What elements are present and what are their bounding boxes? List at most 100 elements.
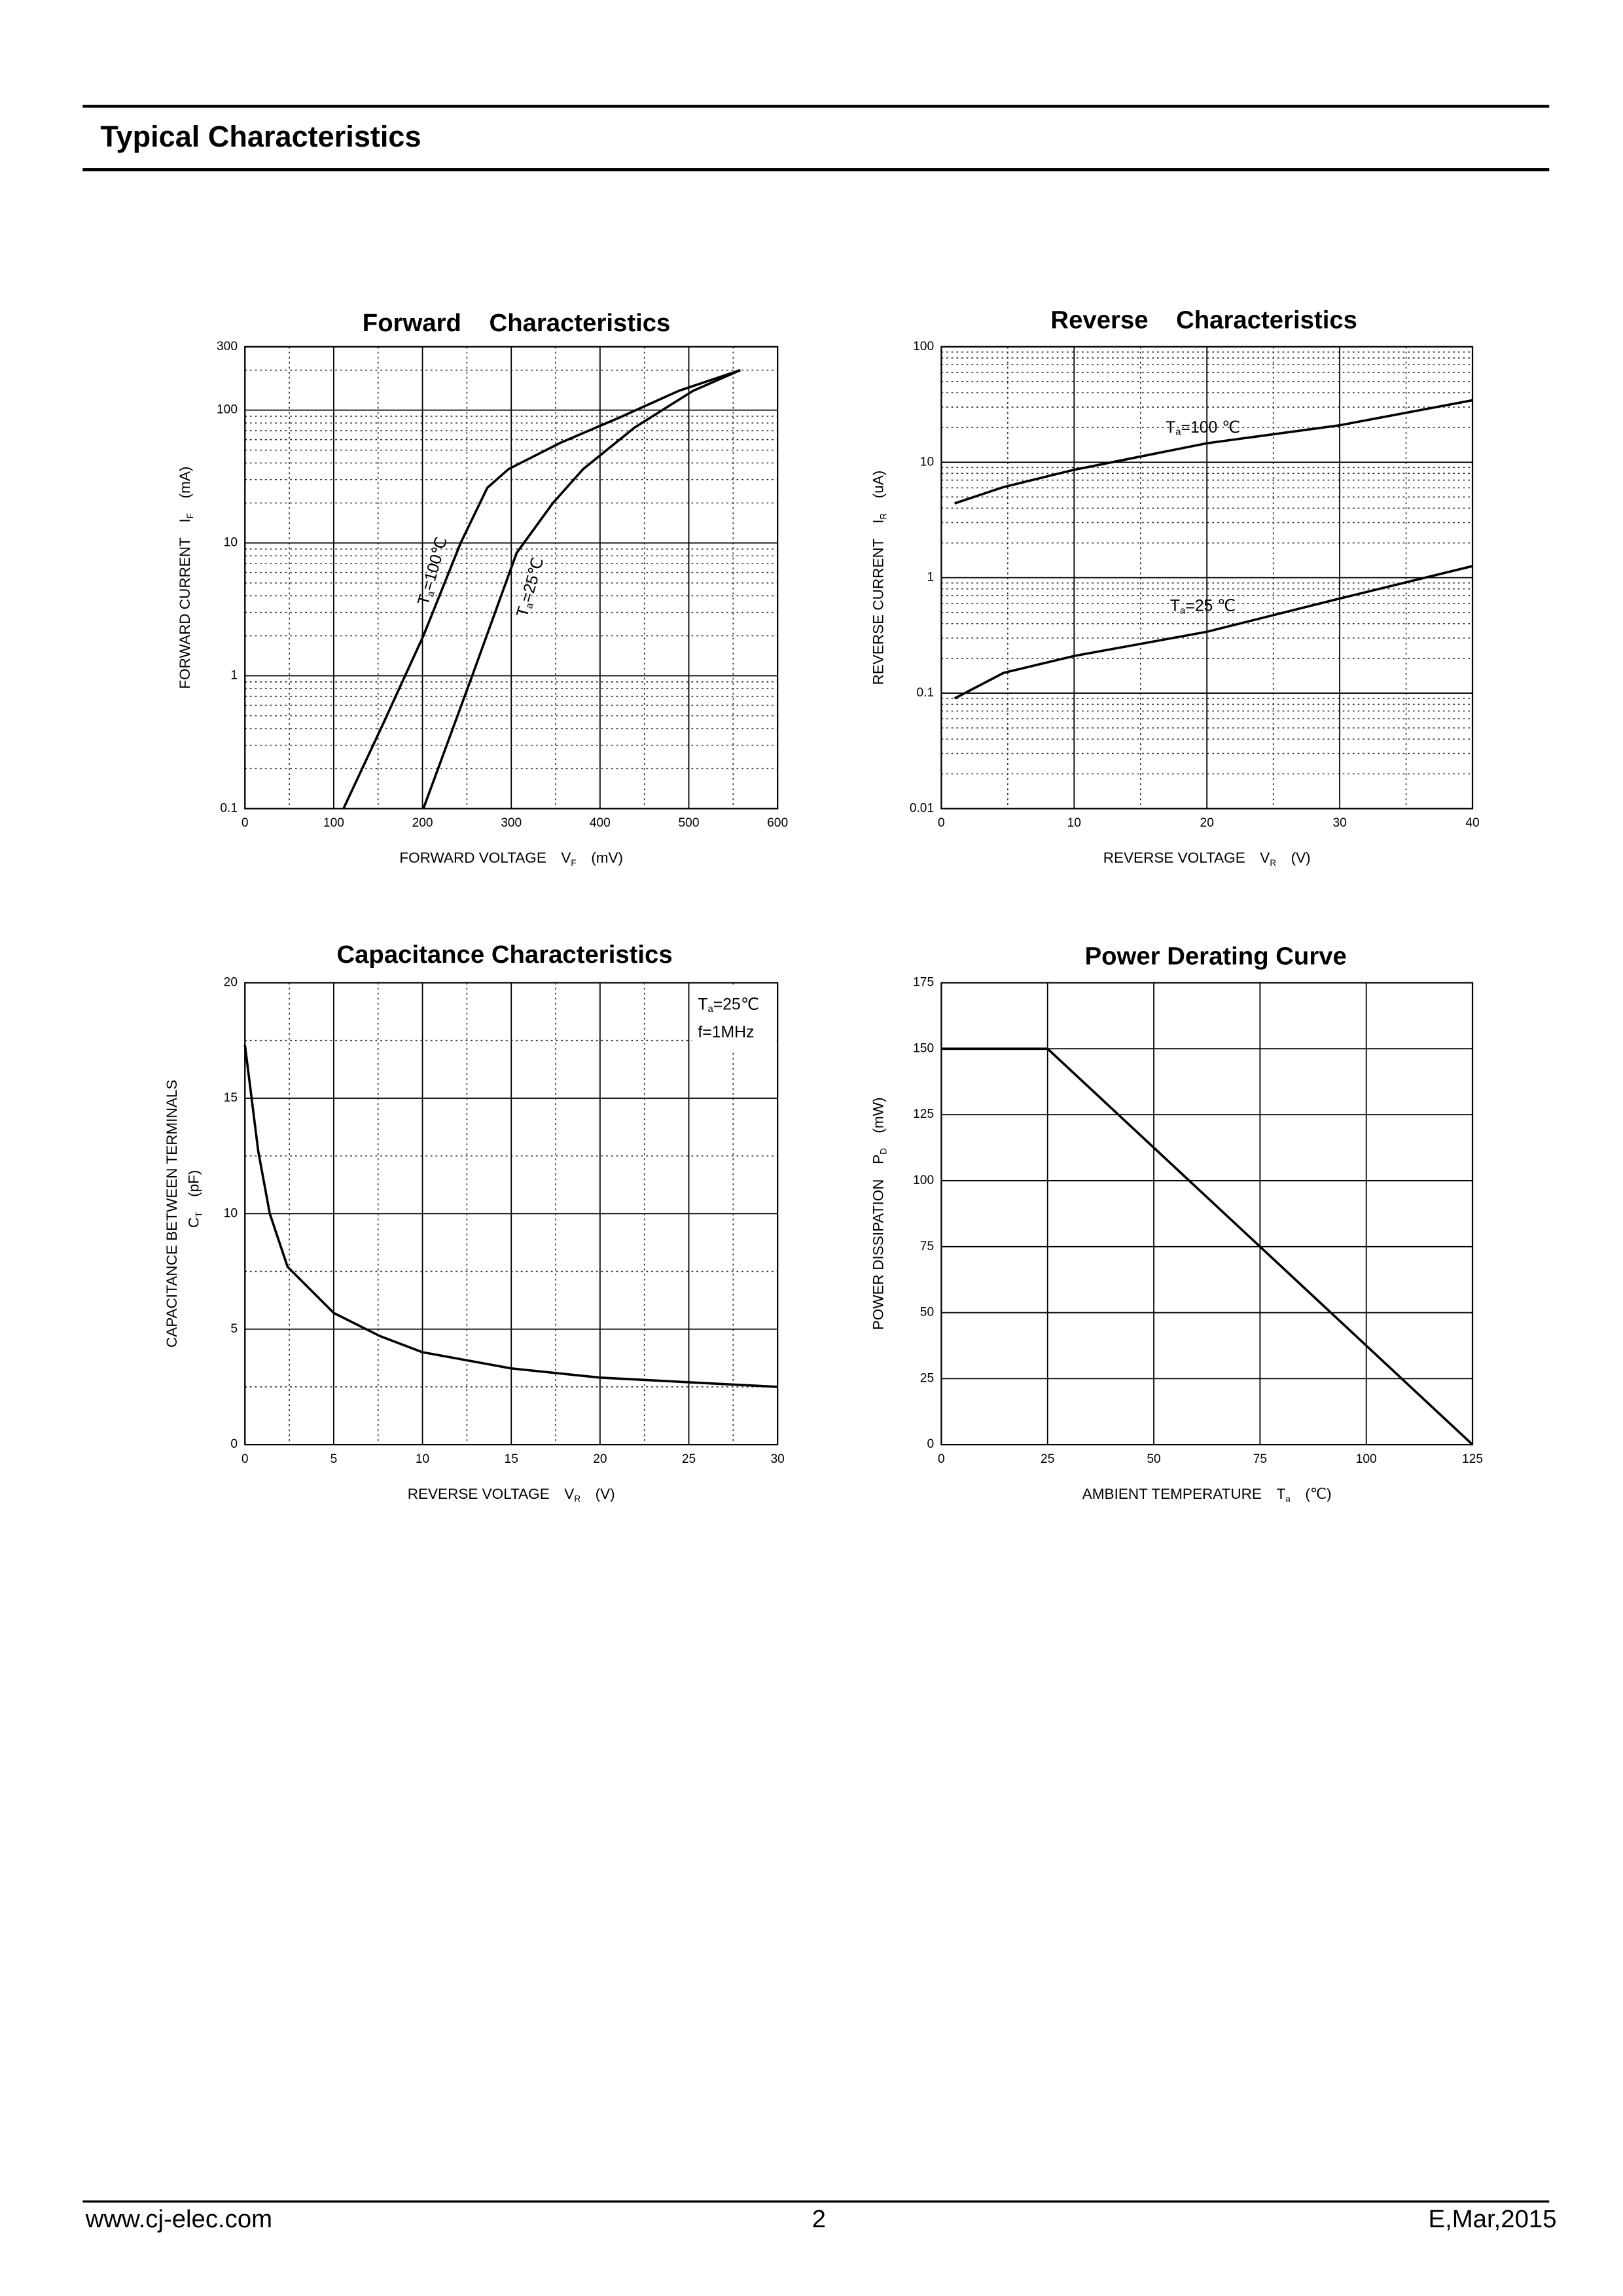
y-tick-label: 0 bbox=[927, 1437, 934, 1451]
label-part: REVERSE VOLTAGE bbox=[408, 1486, 550, 1502]
chart-title: Reverse Characteristics bbox=[1050, 306, 1357, 334]
y-tick-label: 0.1 bbox=[916, 686, 934, 700]
axis-label: POWER DISSIPATION PD (mW) bbox=[870, 1097, 888, 1330]
x-tick-label: 100 bbox=[323, 816, 344, 830]
x-tick-label: 25 bbox=[682, 1452, 696, 1466]
label-part: (mA) bbox=[177, 467, 193, 499]
y-tick-label: 100 bbox=[217, 403, 238, 417]
y-tick-label: 0.01 bbox=[910, 802, 934, 816]
annotation: Ta=100 ℃ bbox=[1166, 418, 1240, 437]
y-tick-label: 10 bbox=[920, 455, 934, 469]
label-part: =25 ℃ bbox=[1185, 597, 1236, 615]
curve bbox=[954, 399, 1473, 505]
x-tick-label: 0 bbox=[241, 1452, 249, 1466]
axis-label: FORWARD CURRENT IF (mA) bbox=[177, 467, 194, 689]
subscript: F bbox=[185, 513, 194, 518]
annotation: Ta=25℃ bbox=[698, 996, 758, 1014]
x-tick-label: 25 bbox=[1041, 1452, 1054, 1466]
x-tick-label: 50 bbox=[1147, 1452, 1160, 1466]
label-part: V bbox=[1260, 850, 1270, 866]
revision: E,Mar,2015 bbox=[1429, 2205, 1557, 2233]
label-part: P bbox=[870, 1155, 887, 1164]
x-tick-label: 600 bbox=[767, 816, 788, 830]
y-tick-label: 125 bbox=[913, 1107, 934, 1121]
x-tick-label: 0 bbox=[938, 1452, 945, 1466]
chart-title: Capacitance Characteristics bbox=[336, 941, 672, 969]
label-part: CAPACITANCE BETWEEN TERMINALS bbox=[164, 1080, 180, 1348]
y-tick-label: 175 bbox=[913, 976, 934, 990]
label-part: I bbox=[870, 520, 887, 524]
x-tick-label: 400 bbox=[590, 816, 611, 830]
y-tick-label: 10 bbox=[224, 536, 238, 550]
label-part: T bbox=[1170, 597, 1180, 615]
subscript: R bbox=[878, 513, 888, 520]
y-tick-label: 100 bbox=[913, 1174, 934, 1187]
y-tick-label: 300 bbox=[217, 340, 238, 353]
subscript: a bbox=[1180, 605, 1186, 616]
label-part: I bbox=[177, 518, 193, 522]
y-tick-label: 150 bbox=[913, 1041, 934, 1055]
x-tick-label: 0 bbox=[938, 816, 945, 830]
axis-label: CAPACITANCE BETWEEN TERMINALS bbox=[164, 1080, 180, 1348]
label-part: (uA) bbox=[870, 471, 887, 499]
label-part: (V) bbox=[1291, 850, 1311, 866]
legend-box bbox=[692, 986, 775, 1051]
chart: Capacitance Characteristics 0 5 10 15 20 25 30 0… bbox=[164, 941, 785, 1503]
x-tick-label: 75 bbox=[1253, 1452, 1267, 1466]
label-part: (mV) bbox=[591, 850, 623, 866]
label-part: (pF) bbox=[186, 1170, 202, 1197]
subscript: a bbox=[708, 1004, 714, 1014]
x-tick-label: 30 bbox=[1332, 816, 1346, 830]
annotation: f=1MHz bbox=[698, 1024, 754, 1041]
plot-frame bbox=[940, 346, 1474, 810]
x-tick-label: 20 bbox=[1200, 816, 1214, 830]
axis-label: FORWARD VOLTAGE VF (mV) bbox=[399, 850, 623, 867]
subscript: T bbox=[194, 1211, 204, 1217]
footer-url: www.cj-elec.com bbox=[85, 2205, 272, 2233]
label-part: AMBIENT TEMPERATURE bbox=[1082, 1486, 1262, 1502]
axis-label: REVERSE CURRENT IR (uA) bbox=[870, 471, 888, 685]
curve bbox=[941, 1047, 1474, 1446]
y-tick-label: 5 bbox=[230, 1322, 238, 1336]
label-part: T bbox=[513, 605, 533, 619]
chart-title: Power Derating Curve bbox=[1085, 942, 1347, 970]
y-tick-label: 10 bbox=[224, 1206, 238, 1220]
annotation: Ta=25 ℃ bbox=[1170, 597, 1236, 616]
label-part: (V) bbox=[596, 1486, 615, 1502]
subscript: a bbox=[1175, 427, 1181, 437]
plot-frame bbox=[940, 982, 1474, 1446]
x-tick-label: 10 bbox=[416, 1452, 429, 1466]
axis-label: REVERSE VOLTAGE VR (V) bbox=[408, 1486, 615, 1503]
label-part: T bbox=[698, 996, 707, 1013]
axis-label: REVERSE VOLTAGE VR (V) bbox=[1103, 850, 1311, 867]
x-tick-label: 300 bbox=[501, 816, 522, 830]
curve bbox=[422, 368, 741, 810]
x-tick-label: 30 bbox=[770, 1452, 784, 1466]
x-tick-label: 100 bbox=[1356, 1452, 1377, 1466]
subscript: R bbox=[574, 1494, 580, 1503]
page-title: Typical Characteristics bbox=[100, 120, 421, 153]
annotation: Ta=25℃ bbox=[513, 556, 548, 620]
curve bbox=[342, 368, 741, 810]
y-tick-label: 1 bbox=[927, 571, 934, 584]
y-tick-label: 25 bbox=[920, 1371, 934, 1385]
x-tick-label: 500 bbox=[679, 816, 700, 830]
x-tick-label: 15 bbox=[505, 1452, 518, 1466]
subscript: a bbox=[1285, 1494, 1291, 1503]
y-tick-label: 0.1 bbox=[220, 802, 238, 816]
subscript: a bbox=[425, 590, 437, 598]
label-part: FORWARD CURRENT bbox=[177, 537, 193, 689]
subscript: F bbox=[571, 857, 576, 867]
y-tick-label: 20 bbox=[224, 976, 238, 990]
x-tick-label: 0 bbox=[241, 816, 249, 830]
plot-frame bbox=[244, 346, 779, 810]
page-number: 2 bbox=[812, 2205, 826, 2233]
x-tick-label: 200 bbox=[412, 816, 433, 830]
label-part: C bbox=[186, 1217, 202, 1228]
curve bbox=[243, 1045, 778, 1388]
chart: Forward Characteristics 0 100 200 300 400 500 6… bbox=[177, 309, 788, 867]
label-part: REVERSE CURRENT bbox=[870, 538, 887, 685]
y-tick-label: 0 bbox=[230, 1437, 238, 1451]
label-part: =25℃ bbox=[518, 556, 547, 605]
